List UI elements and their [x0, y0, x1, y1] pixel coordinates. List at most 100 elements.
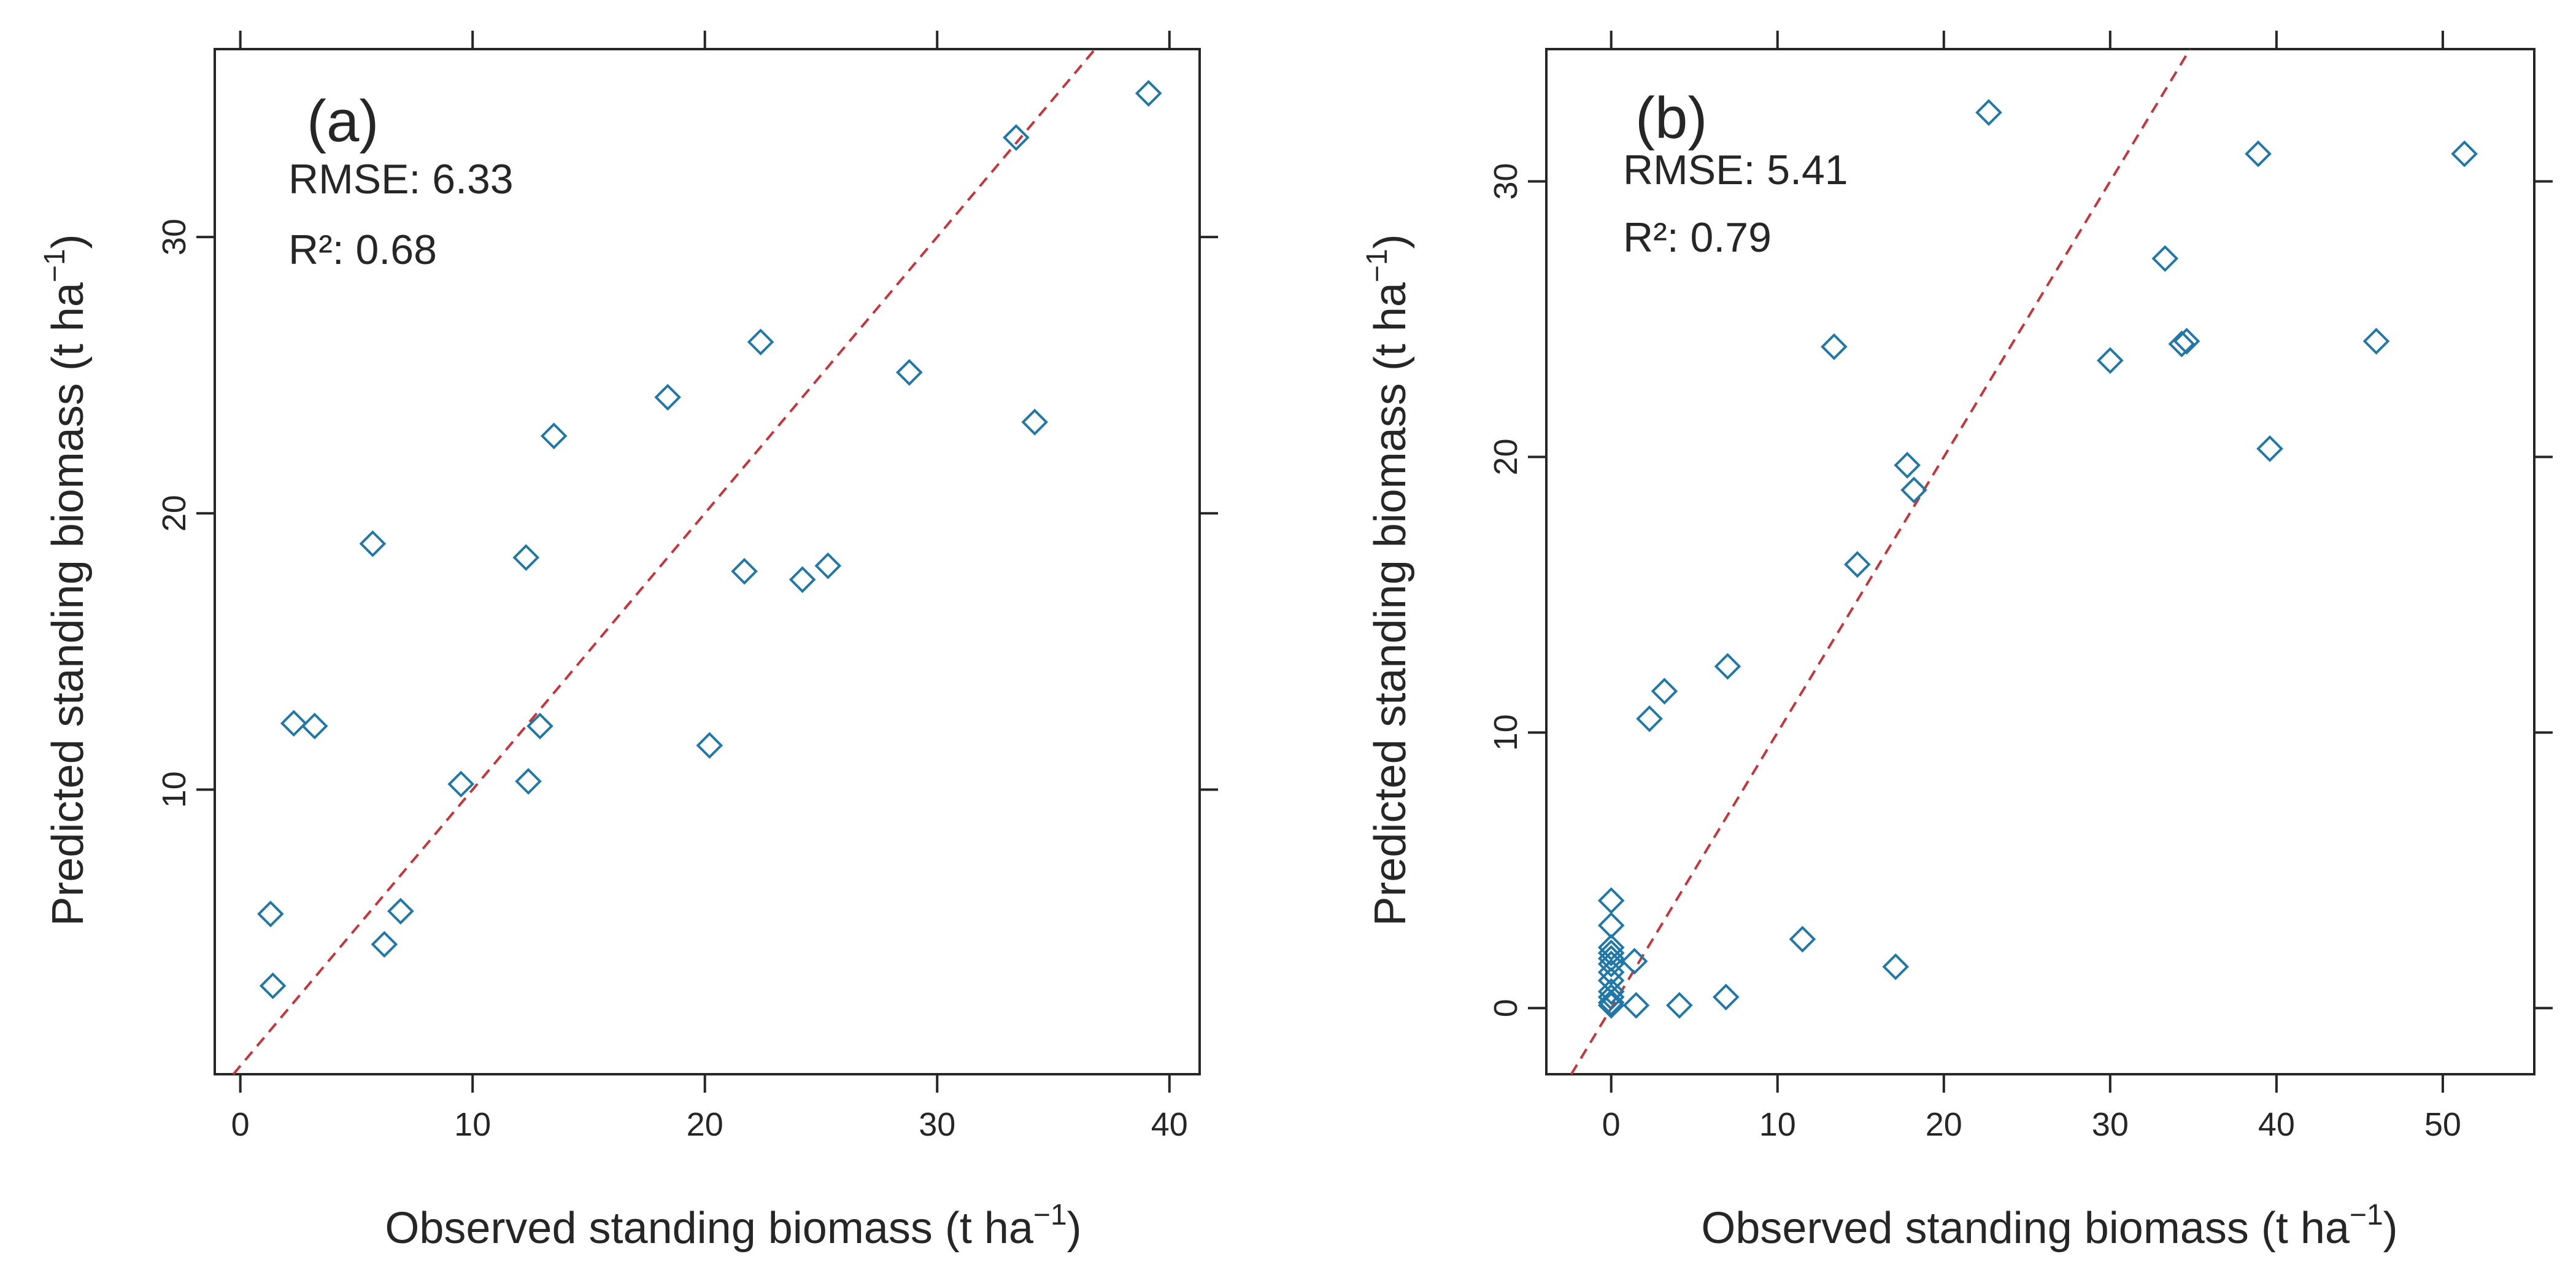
panel-a-point-13	[696, 732, 723, 759]
panel-b-point-12	[1621, 948, 1648, 975]
panel-b-xtick-label-0: 0	[1602, 1106, 1621, 1143]
panel-a-x-title-close: )	[1067, 1204, 1082, 1253]
panel-a-rmse: RMSE: 6.33	[288, 156, 514, 203]
panel-b-point-21	[1821, 333, 1848, 360]
panel-b-fit-line	[1570, 48, 2191, 1075]
panel-a-point-8	[515, 768, 542, 795]
panel-a-y-title: Predicted standing biomass (t ha−1)	[39, 234, 93, 926]
panel-a-point-1	[257, 901, 284, 928]
panel-b-ytick-label-2: 20	[1487, 438, 1524, 475]
panel-b: 0 10 20 30 40 50 0 10 20 30 (b) RMSE: 5.41 R²: 0.…	[1361, 31, 2553, 1253]
panel-b-point-8	[1597, 978, 1625, 1005]
panel-a-point-2	[280, 710, 307, 737]
panel-a-point-9	[512, 544, 540, 571]
panel-b-point-9	[1597, 983, 1625, 1011]
panel-a-x-title-text: Observed standing biomass (t ha	[385, 1204, 1034, 1253]
panel-a-xtick-label-4: 40	[1151, 1106, 1188, 1143]
panel-b-point-24	[1900, 476, 1927, 504]
panel-b-x-title: Observed standing biomass (t ha−1)	[1701, 1199, 2397, 1253]
panel-a-point-7	[447, 770, 475, 798]
panel-b-point-20	[1714, 653, 1741, 680]
panel-b-xtick-label-1: 10	[1759, 1106, 1796, 1143]
panel-a-point-11	[540, 422, 568, 450]
panel-b-point-26	[2097, 347, 2124, 374]
panel-b-y-title-text: Predicted standing biomass (t ha	[1366, 282, 1415, 926]
panel-a-point-6	[359, 530, 387, 557]
panel-b-tag: (b)	[1635, 85, 1707, 151]
panel-b-point-13	[1622, 991, 1650, 1019]
panel-a-point-18	[895, 358, 923, 386]
panel-a-y-title-text: Predicted standing biomass (t ha	[44, 282, 93, 926]
panel-a-y-title-close: )	[44, 234, 93, 249]
panel-a-point-19	[1021, 408, 1049, 436]
panel-b-point-28	[2168, 330, 2196, 358]
panel-a-point-12	[654, 384, 681, 411]
panel-a-xtick-label-1: 10	[454, 1106, 491, 1143]
panel-a-xtick-label-0: 0	[231, 1106, 250, 1143]
panel-a-point-3	[301, 713, 328, 740]
panel-a-frame	[214, 48, 1201, 1075]
panel-b-point-33	[2451, 140, 2478, 168]
panel-b-point-15	[1712, 983, 1740, 1011]
panel-b-ytick-label-0: 0	[1487, 999, 1524, 1017]
panel-a-xtick-label-3: 30	[919, 1106, 955, 1143]
panel-a-fit-line	[232, 48, 1097, 1075]
panel-b-frame	[1545, 48, 2536, 1075]
panel-a-point-5	[387, 897, 414, 925]
panel-b-point-1	[1597, 912, 1625, 939]
panel-b-point-19	[1651, 678, 1678, 705]
panel-b-ytick-label-3: 30	[1487, 163, 1524, 199]
panel-b-point-11	[1597, 991, 1625, 1019]
panel-a-point-21	[1135, 80, 1162, 107]
panel-b-point-23	[1894, 452, 1921, 479]
panel-b-xtick-label-3: 30	[2092, 1106, 2129, 1143]
panel-b-ytick-label-1: 10	[1487, 714, 1524, 751]
panel-a-fit-line-group	[232, 48, 1097, 1075]
panel-a-ytick-label-2: 30	[156, 219, 193, 255]
panel-b-y-title: Predicted standing biomass (t ha−1)	[1361, 234, 1415, 926]
panel-b-x-title-close: )	[2383, 1204, 2398, 1253]
panel-a-ytick-label-1: 20	[156, 495, 193, 532]
panel-b-point-31	[2256, 435, 2283, 462]
panel-a-ytick-label-0: 10	[156, 771, 193, 808]
panel-a-ticks: 0 10 20 30 40 10 20 30	[156, 31, 1218, 1143]
panel-a-point-17	[814, 552, 842, 579]
panel-b-point-29	[2173, 328, 2200, 355]
panel-b-points	[1597, 99, 2478, 1019]
panel-b-point-17	[1882, 953, 1910, 980]
panel-b-point-27	[2151, 245, 2179, 273]
panel-a-plot-area	[214, 48, 1201, 1075]
panel-a-xtick-label-2: 20	[687, 1106, 723, 1143]
panel-a-point-10	[526, 713, 553, 740]
panel-b-plot-area	[1545, 48, 2536, 1075]
panel-b-r2: R²: 0.79	[1623, 214, 1772, 261]
panel-a-points	[257, 80, 1162, 999]
panel-a-point-14	[731, 557, 758, 585]
panel-b-rmse: RMSE: 5.41	[1623, 147, 1848, 193]
panel-b-xtick-label-2: 20	[1926, 1106, 1962, 1143]
panel-b-ticks: 0 10 20 30 40 50 0 10 20 30	[1487, 31, 2553, 1143]
panel-b-fit-line-group	[1570, 48, 2191, 1075]
panel-b-point-18	[1636, 705, 1663, 732]
panel-a-x-title: Observed standing biomass (t ha−1)	[385, 1199, 1081, 1253]
panel-b-point-3	[1597, 939, 1625, 967]
panel-b-y-title-sup: −1	[1361, 249, 1394, 282]
panel-b-y-title-close: )	[1366, 234, 1415, 249]
panel-b-point-5	[1597, 950, 1625, 978]
panel-a-point-4	[371, 931, 398, 958]
panel-b-point-30	[2245, 140, 2272, 168]
panel-b-point-16	[1789, 926, 1816, 953]
panel-a-y-title-sup: −1	[39, 249, 71, 282]
panel-b-x-title-sup: −1	[2350, 1199, 2383, 1231]
panel-b-point-25	[1975, 99, 2002, 126]
panel-a-tag: (a)	[307, 88, 379, 154]
panel-b-xtick-label-5: 50	[2424, 1106, 2461, 1143]
panel-b-point-0	[1597, 887, 1625, 915]
panel-b-point-14	[1666, 991, 1693, 1019]
panel-a-x-title-sup: −1	[1033, 1199, 1067, 1231]
panel-a-r2: R²: 0.68	[288, 227, 437, 273]
panel-b-point-22	[1844, 551, 1871, 578]
panel-b-point-10	[1597, 989, 1625, 1017]
